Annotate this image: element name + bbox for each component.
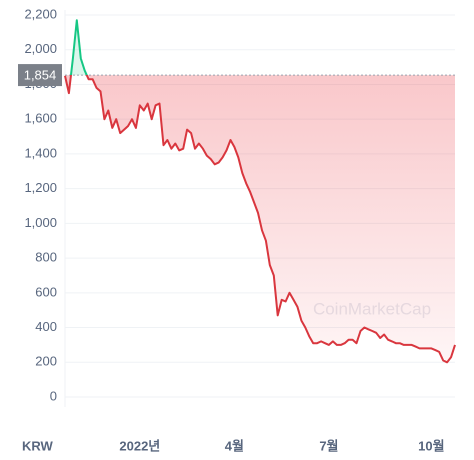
y-tick-label: 1,000 <box>24 215 57 230</box>
y-tick-label: 0 <box>50 388 57 403</box>
y-tick-label: 2,200 <box>24 6 57 21</box>
y-tick-label: 200 <box>35 354 57 369</box>
currency-label: KRW <box>22 438 54 453</box>
x-tick-label: 2022년 <box>119 438 160 453</box>
reference-label: 1,854 <box>24 68 57 83</box>
price-line <box>64 19 456 364</box>
y-tick-label: 600 <box>35 284 57 299</box>
y-tick-label: 400 <box>35 319 57 334</box>
x-tick-label: 7월 <box>319 438 338 453</box>
area <box>65 20 455 363</box>
x-tick-label: 10월 <box>418 438 444 453</box>
y-tick-label: 1,600 <box>24 111 57 126</box>
y-tick-label: 800 <box>35 250 57 265</box>
reference-badge <box>18 64 62 87</box>
y-tick-label: 2,000 <box>24 41 57 56</box>
y-tick-label: 1,400 <box>24 145 57 160</box>
x-tick-label: 4월 <box>225 438 244 453</box>
y-tick-label: 1,200 <box>24 180 57 195</box>
